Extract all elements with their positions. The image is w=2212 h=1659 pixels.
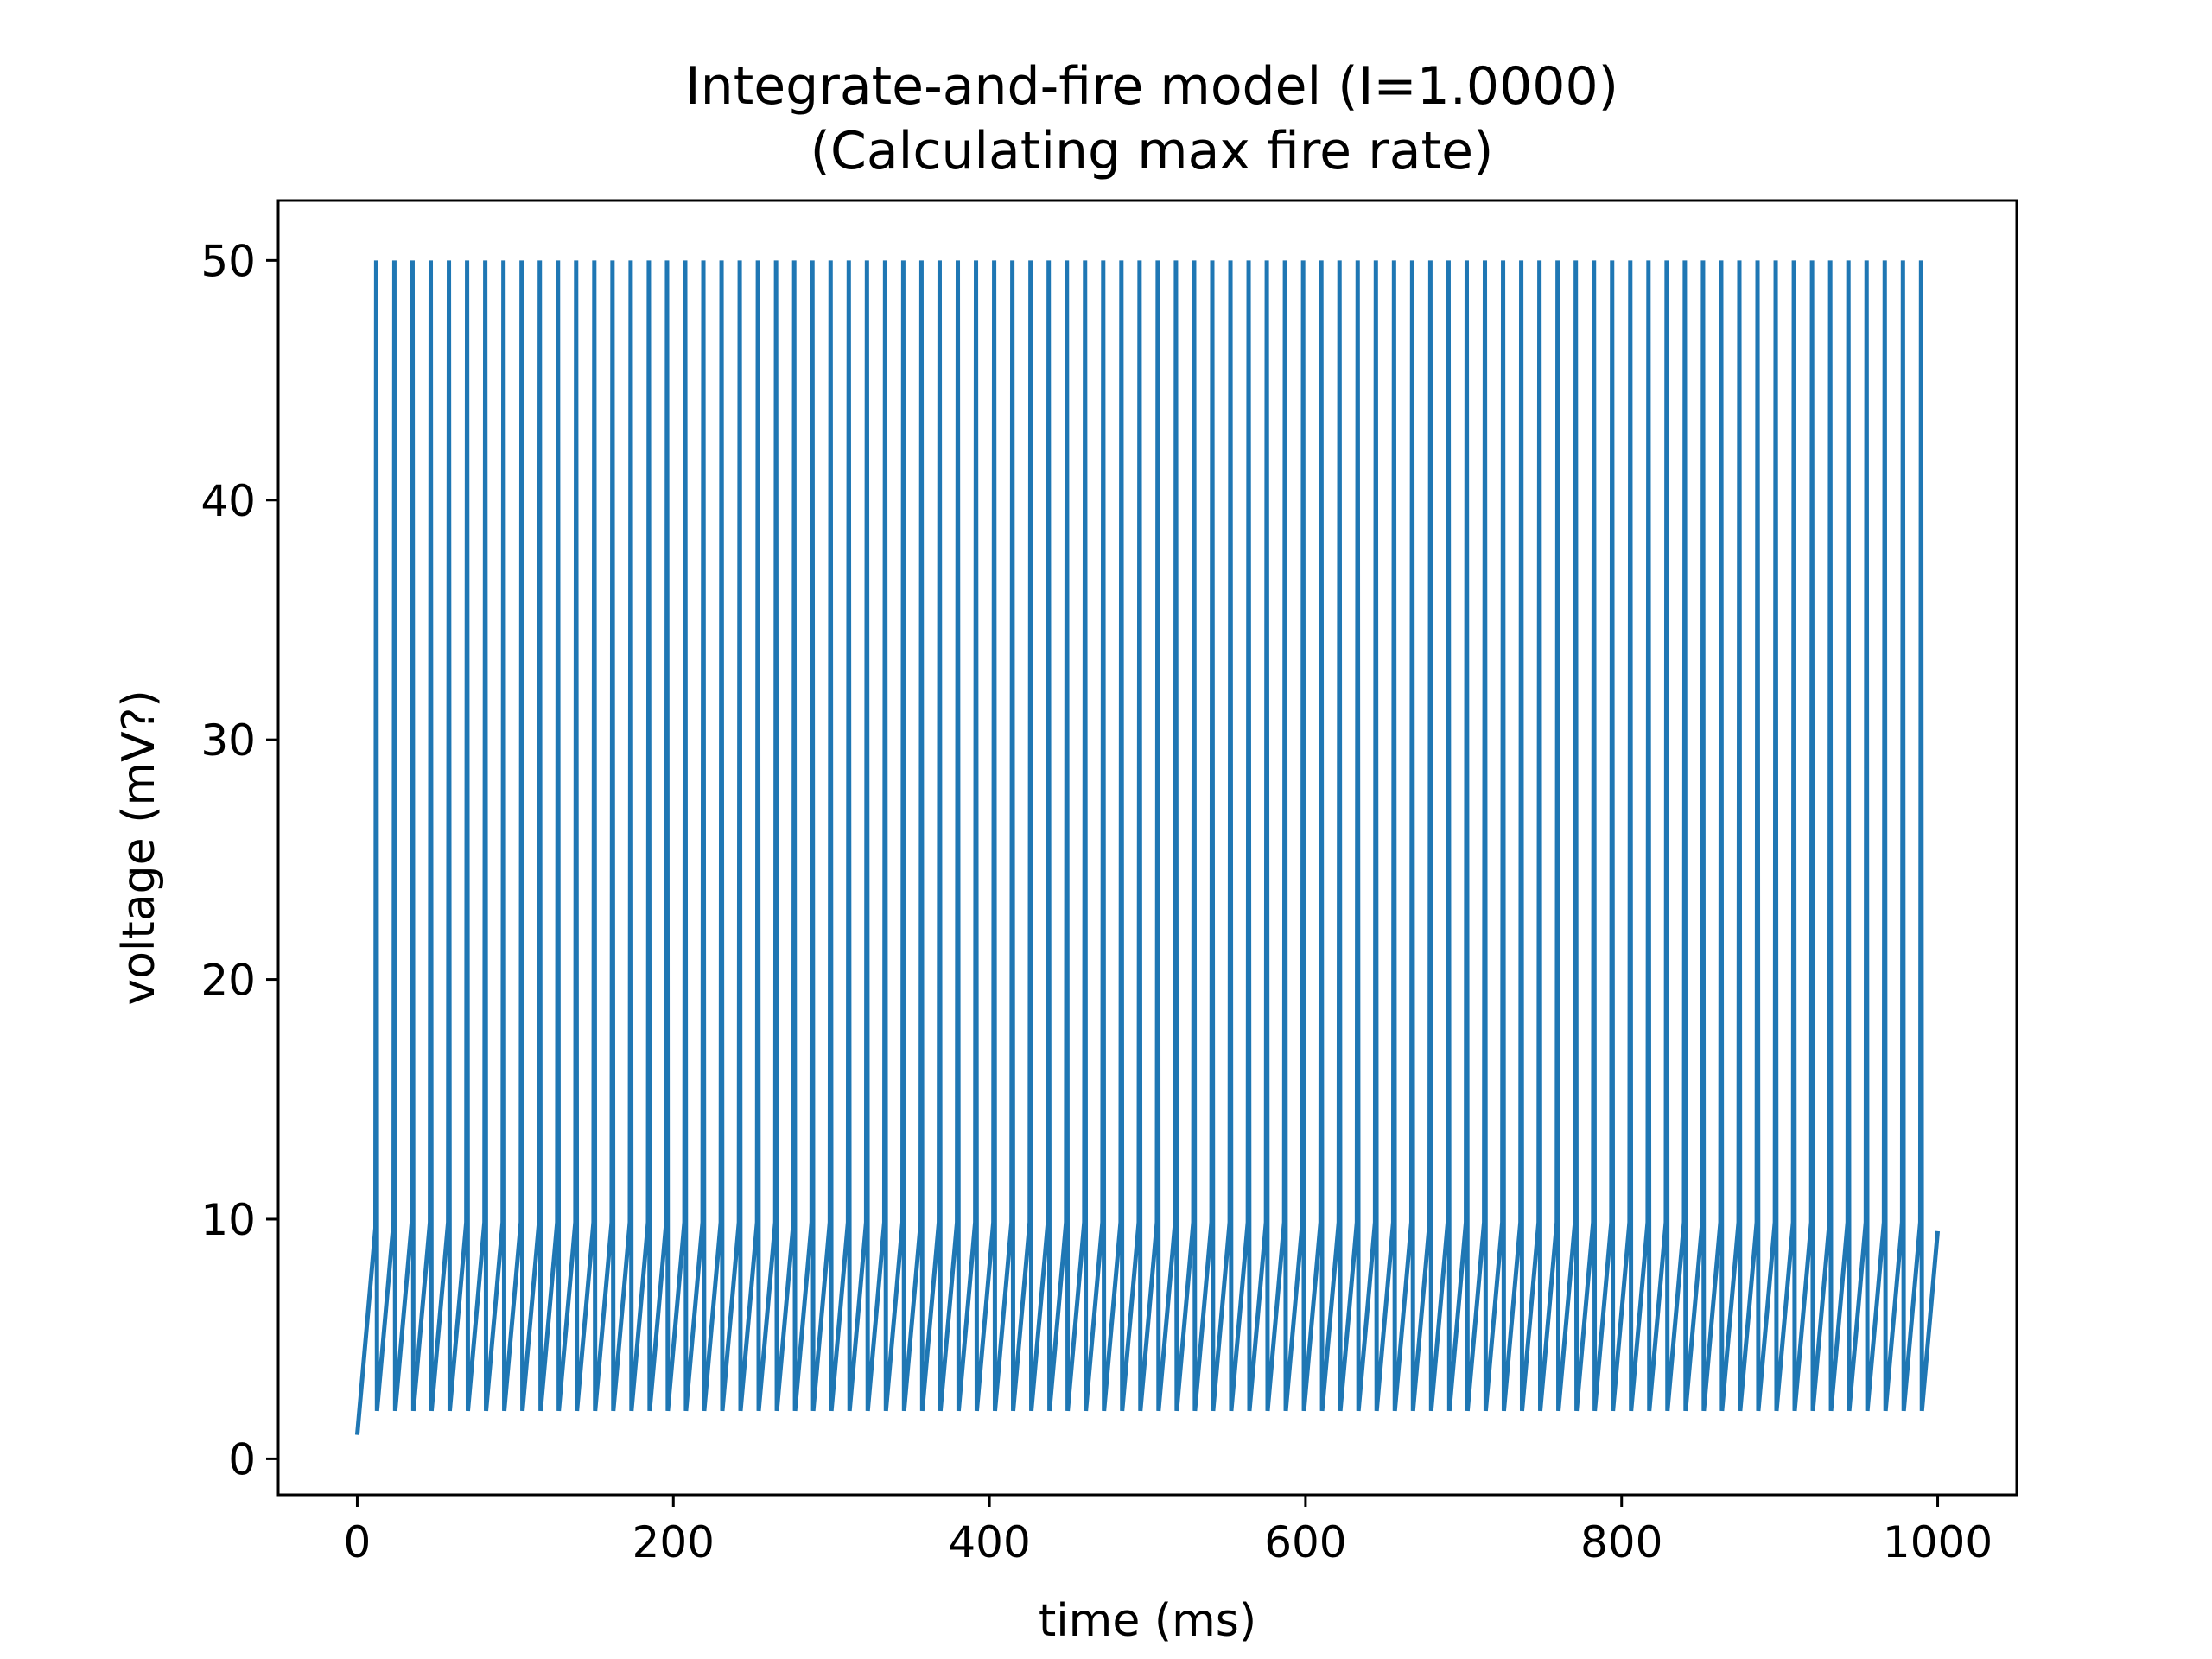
x-axis-ticks: 0 200 400 600 800 1000	[344, 1495, 1993, 1567]
y-tick-label: 10	[200, 1195, 256, 1245]
y-tick-label: 0	[228, 1434, 256, 1484]
chart-subtitle: (Calculating max fire rate)	[810, 121, 1494, 181]
x-tick-label: 1000	[1883, 1517, 1993, 1567]
y-tick-label: 50	[200, 236, 256, 286]
x-tick-label: 0	[344, 1517, 372, 1567]
plot-area	[354, 260, 1941, 1435]
x-tick-label: 600	[1264, 1517, 1346, 1567]
x-tick-label: 200	[632, 1517, 715, 1567]
voltage-series-line	[354, 260, 1941, 1435]
y-axis-ticks: 0 10 20 30 40 50	[200, 236, 278, 1484]
y-tick-label: 20	[200, 956, 256, 1006]
chart-title: Integrate-and-fire model (I=1.0000)	[685, 56, 1618, 117]
x-axis-label: time (ms)	[1039, 1595, 1256, 1647]
y-axis-label: voltage (mV?)	[113, 690, 165, 1005]
x-tick-label: 400	[948, 1517, 1030, 1567]
axes-frame	[276, 199, 2018, 1497]
x-tick-label: 800	[1580, 1517, 1662, 1567]
y-tick-label: 30	[200, 715, 256, 766]
y-tick-label: 40	[200, 476, 256, 526]
